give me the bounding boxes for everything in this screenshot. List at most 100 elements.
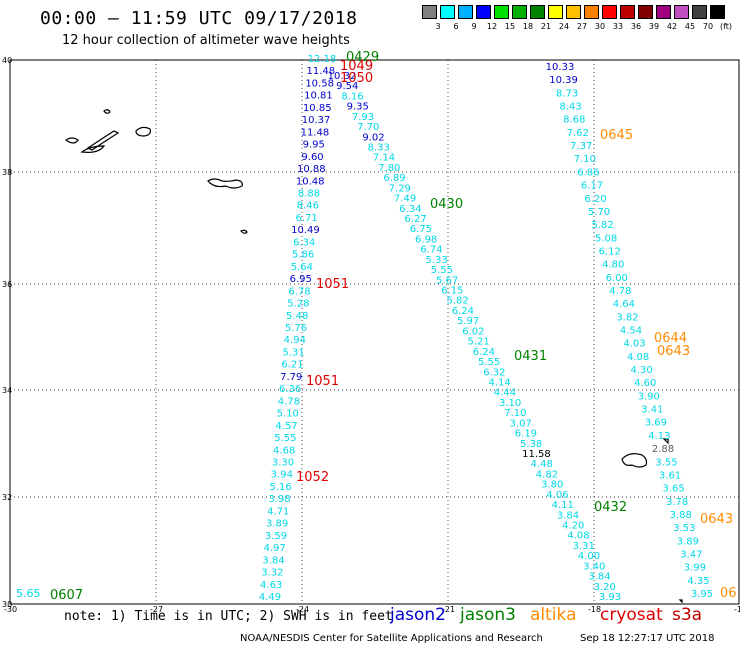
wave-height-value: 7.10: [574, 154, 596, 165]
pass-time-label: 06: [720, 586, 737, 601]
wave-height-value: 3.69: [645, 418, 667, 429]
wave-height-value: 4.78: [278, 396, 300, 407]
color-swatch: [422, 5, 437, 19]
satellite-track-b: 10.329.548.169.357.937.709.028.337.147.8…: [328, 71, 621, 603]
legend-s3a: s3a: [672, 605, 703, 625]
legend-jason3: jason3: [460, 605, 516, 625]
color-swatch: [566, 5, 581, 19]
wave-height-value: 3.07: [510, 418, 532, 429]
wave-height-value: 7.62: [567, 128, 589, 139]
pass-time-label: 0430: [430, 197, 463, 212]
wave-height-value: 7.70: [357, 122, 379, 133]
wave-height-value: 5.28: [287, 299, 309, 310]
wave-height-value: 12.18: [308, 54, 337, 65]
pass-time-label: 0432: [594, 500, 627, 515]
wave-height-value: 5.55: [274, 433, 296, 444]
wave-height-value: 8.88: [298, 189, 320, 200]
color-swatch: [692, 5, 707, 19]
wave-height-value: 6.24: [473, 347, 495, 358]
wave-height-value: 4.94: [284, 335, 306, 346]
island-terceira: [135, 126, 151, 137]
wave-height-value: 6.17: [581, 181, 603, 192]
wave-height-value: 5.38: [520, 439, 542, 450]
wave-height-value: 6.98: [415, 234, 437, 245]
color-scale-label: 24: [558, 22, 570, 31]
wave-height-value: 7.49: [394, 194, 416, 205]
wave-height-value: 5.10: [277, 409, 299, 420]
color-swatch: [656, 5, 671, 19]
island-madeira: [621, 453, 648, 468]
wave-height-value: 3.55: [655, 457, 677, 468]
color-scale-label: 15: [504, 22, 516, 31]
color-scale-label: (ft): [719, 22, 733, 31]
wave-height-value: 4.06: [546, 490, 568, 501]
color-swatch: [638, 5, 653, 19]
island-sao-miguel: [207, 178, 243, 189]
wave-height-value: 5.48: [286, 311, 308, 322]
wave-height-value: 6.21: [281, 360, 303, 371]
wave-height-value: 7.37: [570, 141, 592, 152]
wave-height-value: 8.46: [297, 201, 319, 212]
wave-height-value: 5.55: [478, 357, 500, 368]
color-scale-label: 3: [435, 22, 441, 31]
wave-height-value: 3.80: [541, 480, 563, 491]
pass-time-label: 0429: [346, 50, 379, 65]
wave-height-value: 6.24: [452, 306, 474, 317]
wave-height-value: 11.48: [306, 66, 335, 77]
wave-height-value: 4.03: [623, 339, 645, 350]
wave-height-value: 6.74: [420, 245, 442, 256]
legend-cryosat: cryosat: [600, 605, 663, 625]
wave-height-value: 7.14: [373, 153, 395, 164]
wave-height-value: 10.48: [296, 176, 325, 187]
wave-height-value: 2.88: [652, 444, 674, 455]
wave-height-value: 10.85: [303, 103, 332, 114]
lat-tick-label: 34: [2, 386, 12, 395]
pass-time-label: 1050: [340, 71, 373, 86]
wave-height-value: 7.10: [504, 408, 526, 419]
wave-height-value: 7.93: [352, 112, 374, 123]
island-graciosa: [103, 109, 111, 114]
wave-height-value: 5.67: [436, 275, 458, 286]
pass-time-label: 1049: [340, 59, 373, 74]
legend-altika: altika: [530, 605, 577, 625]
wave-height-value: 4.54: [620, 326, 642, 337]
wave-height-value: 3.99: [684, 563, 706, 574]
lon-tick-label: -30: [4, 605, 17, 614]
wave-height-value: 6.15: [441, 286, 463, 297]
color-swatch: [530, 5, 545, 19]
wave-height-value: 9.35: [347, 102, 369, 113]
wave-height-value: 3.84: [262, 555, 284, 566]
wave-height-value: 4.80: [602, 260, 624, 271]
wave-height-value: 4.30: [631, 365, 653, 376]
wave-height-value: 5.21: [467, 337, 489, 348]
wave-height-value: 5.76: [285, 323, 307, 334]
color-swatch: [458, 5, 473, 19]
wave-height-value: 4.11: [552, 500, 574, 511]
color-scale-label: 39: [648, 22, 660, 31]
color-swatch: [440, 5, 455, 19]
wave-height-value: 4.13: [648, 431, 670, 442]
wave-height-value: 3.30: [272, 458, 294, 469]
wave-height-value: 5.97: [457, 316, 479, 327]
wave-height-value: 8.16: [341, 91, 363, 102]
wave-height-value: 4.68: [273, 445, 295, 456]
wave-height-value: 8.73: [556, 88, 578, 99]
wave-height-value: 7.80: [378, 163, 400, 174]
footer-note: note: 1) Time is in UTC; 2) SWH is in fe…: [64, 609, 393, 624]
wave-height-value: 10.39: [549, 75, 578, 86]
wave-height-value: 9.95: [303, 140, 325, 151]
wave-height-value: 6.71: [296, 213, 318, 224]
island-pico: [80, 145, 106, 153]
color-scale-label: 21: [540, 22, 552, 31]
wave-height-value: 9.02: [362, 132, 384, 143]
wave-height-value: 10.37: [302, 115, 331, 126]
color-swatch: [494, 5, 509, 19]
wave-height-value: 10.58: [305, 78, 334, 89]
map-frame: [9, 59, 740, 605]
color-swatch: [620, 5, 635, 19]
wave-height-value: 5.16: [270, 482, 292, 493]
wave-height-value: 3.31: [573, 541, 595, 552]
wave-height-value: 3.88: [670, 510, 692, 521]
color-scale-label: 45: [684, 22, 696, 31]
